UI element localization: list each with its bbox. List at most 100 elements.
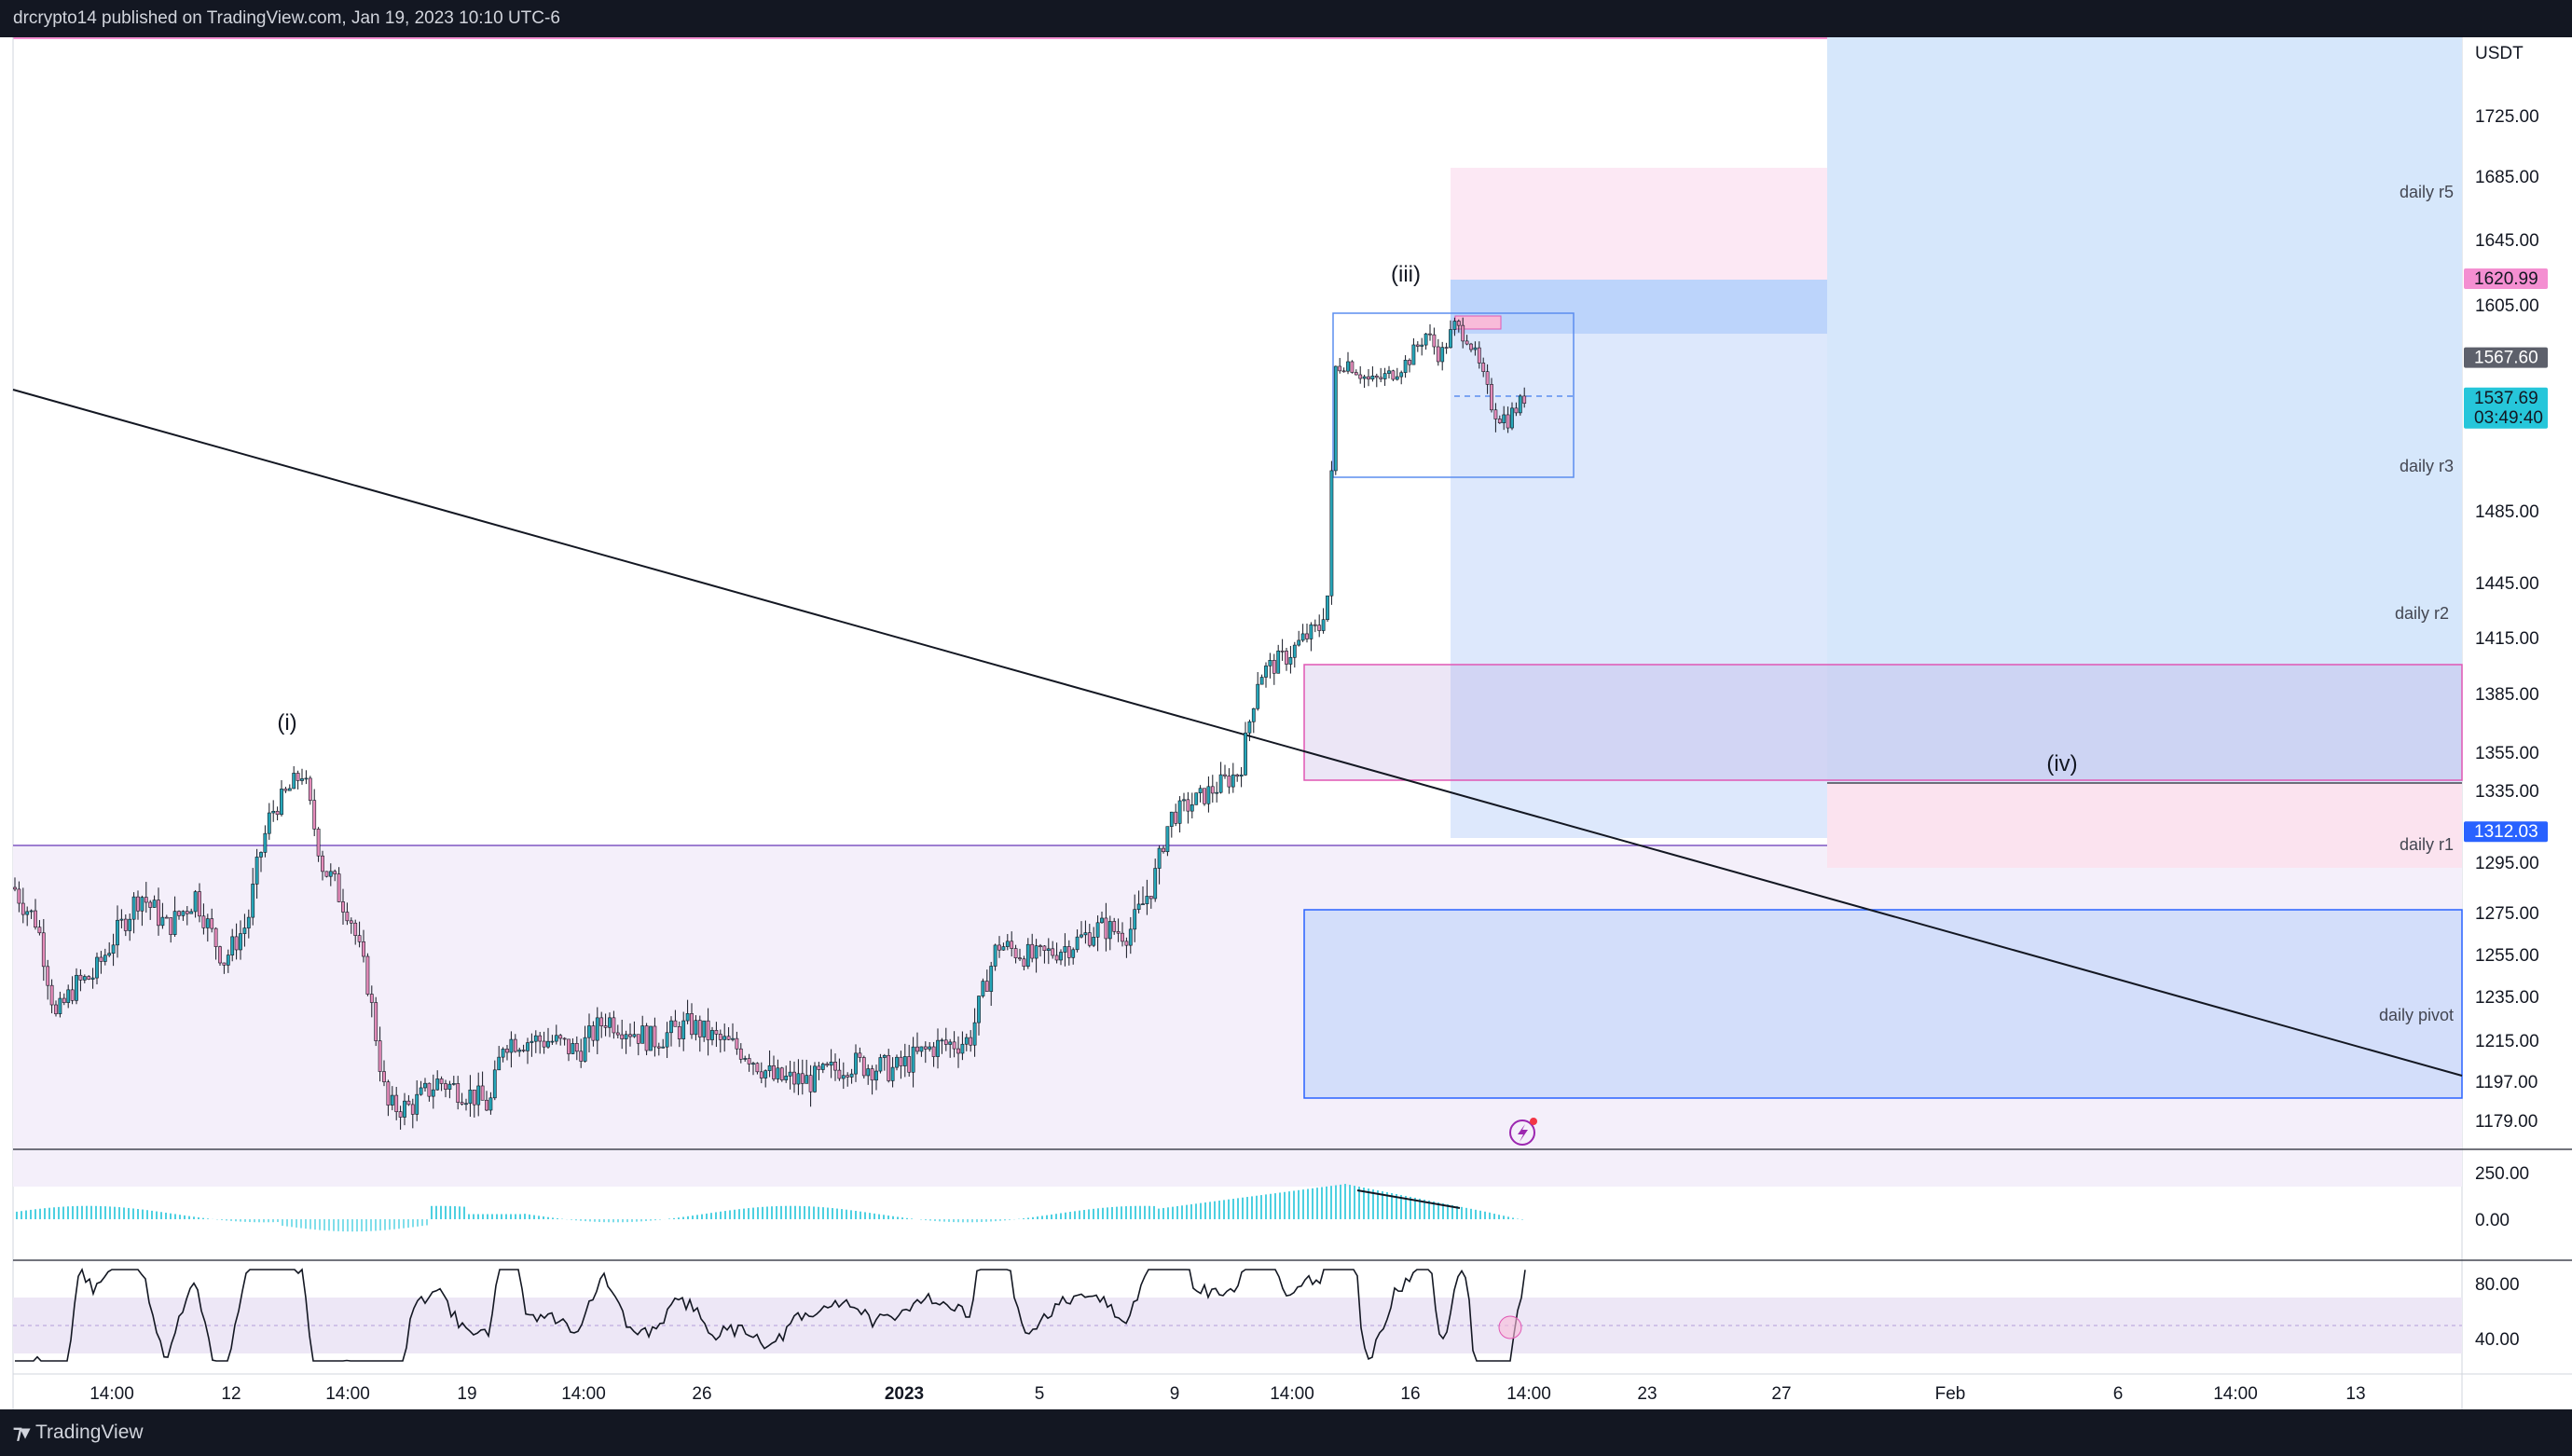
candle-body [1239,775,1244,777]
candle-body [394,1094,399,1112]
candle-body [1518,395,1522,414]
candle-body [177,911,181,916]
candle-body [239,933,242,951]
candle-body [1022,958,1026,968]
candle-body [1177,800,1182,824]
candle-body [1481,363,1486,372]
price-tick: 1415.00 [2475,629,2539,649]
candle-body [1399,372,1404,378]
candle-body [981,981,985,996]
candle-body [915,1046,919,1052]
candle-body [714,1030,719,1035]
candle-body [989,966,994,992]
candle-body [1379,377,1383,379]
candle-body [415,1093,419,1115]
candle-body [406,1100,411,1106]
lightning-icon[interactable] [1509,1118,1537,1146]
candle-body [1387,370,1391,374]
candle-body [1309,624,1314,639]
candle-body [1354,372,1358,376]
candle-body [66,989,71,1003]
candle-body [656,1046,661,1049]
candle-body [1350,361,1355,373]
price-tag-countdown: 03:49:40 [2474,408,2543,428]
candle-body [1432,334,1437,348]
candle-body [431,1089,435,1097]
osc-tick-0: 0.00 [2475,1211,2510,1230]
candle-body [287,788,292,791]
time-tick: 14:00 [561,1384,606,1404]
candle-body [628,1034,632,1037]
candle-body [820,1064,825,1070]
price-tick: 1485.00 [2475,502,2539,522]
candle-body [234,936,239,951]
time-tick: 27 [1771,1384,1791,1404]
price-tick: 1385.00 [2475,685,2539,705]
time-tick: 14:00 [1506,1384,1551,1404]
pivot-box [1303,909,2463,1099]
candle-body [374,1002,378,1041]
candle-body [1510,407,1514,429]
candle-body [1276,651,1281,674]
candle-body [583,1037,587,1062]
candle-body [1235,774,1240,777]
candle-body [304,777,309,780]
candle-body [1411,344,1416,365]
candle-body [378,1040,382,1072]
candle-body [259,852,263,858]
candle-body [542,1040,546,1048]
candle-body [1038,945,1042,947]
candle-body [632,1034,637,1037]
candle-body [1370,376,1375,380]
time-axis[interactable]: 14:00 12 14:00 19 14:00 26 2023 5 9 14:00 16 14:00 2… [89,1384,2365,1404]
candle-body [874,1070,878,1081]
candle-body [653,1025,657,1048]
candle-body [1259,677,1264,685]
candle-body [747,1058,751,1065]
candle-body [201,915,206,928]
candle-body [222,962,227,966]
candle-body [846,1075,850,1078]
price-tick: 1215.00 [2475,1032,2539,1051]
candle-body [779,1067,784,1080]
candle-body [1502,414,1506,424]
time-tick: 12 [221,1384,241,1404]
rsi-tick-40: 40.00 [2475,1330,2520,1350]
candle-body [62,997,66,1003]
candle-body [1268,660,1272,666]
price-tick: 1605.00 [2475,296,2539,316]
candle-body [1321,619,1326,631]
candle-body [435,1078,440,1091]
candle-body [776,1067,780,1079]
candle-body [767,1065,772,1071]
candle-body [763,1070,768,1078]
candle-body [447,1083,452,1090]
candle-body [710,1030,714,1040]
candle-body [1153,868,1158,900]
candle-body [788,1071,792,1077]
candle-body [571,1043,575,1054]
candle-body [1493,409,1498,419]
price-tick: 1197.00 [2475,1073,2538,1092]
candle-body [1046,948,1051,952]
candle-body [468,1089,473,1105]
candle-body [1107,921,1112,940]
candle-body [1030,943,1035,959]
time-tick: 6 [2113,1384,2124,1404]
candle-body [1206,786,1211,804]
tradingview-brand[interactable]: ⁊▾ TradingView [13,1409,144,1456]
price-chart[interactable]: (i) (iii) (iv) daily r5 daily r3 daily r… [0,37,2572,1409]
candle-body [21,902,25,915]
candle-body [349,920,353,924]
candle-body [1198,788,1203,794]
time-tick: 9 [1170,1384,1180,1404]
price-tick: 1179.00 [2475,1112,2538,1132]
candle-body [1025,943,1030,968]
candle-body [324,871,329,877]
candle-body [546,1040,550,1048]
candle-body [1157,847,1162,869]
long-stop-zone [1827,783,2462,868]
candle-body [1382,373,1387,379]
candle-body [550,1040,555,1043]
candle-body [1288,656,1293,665]
